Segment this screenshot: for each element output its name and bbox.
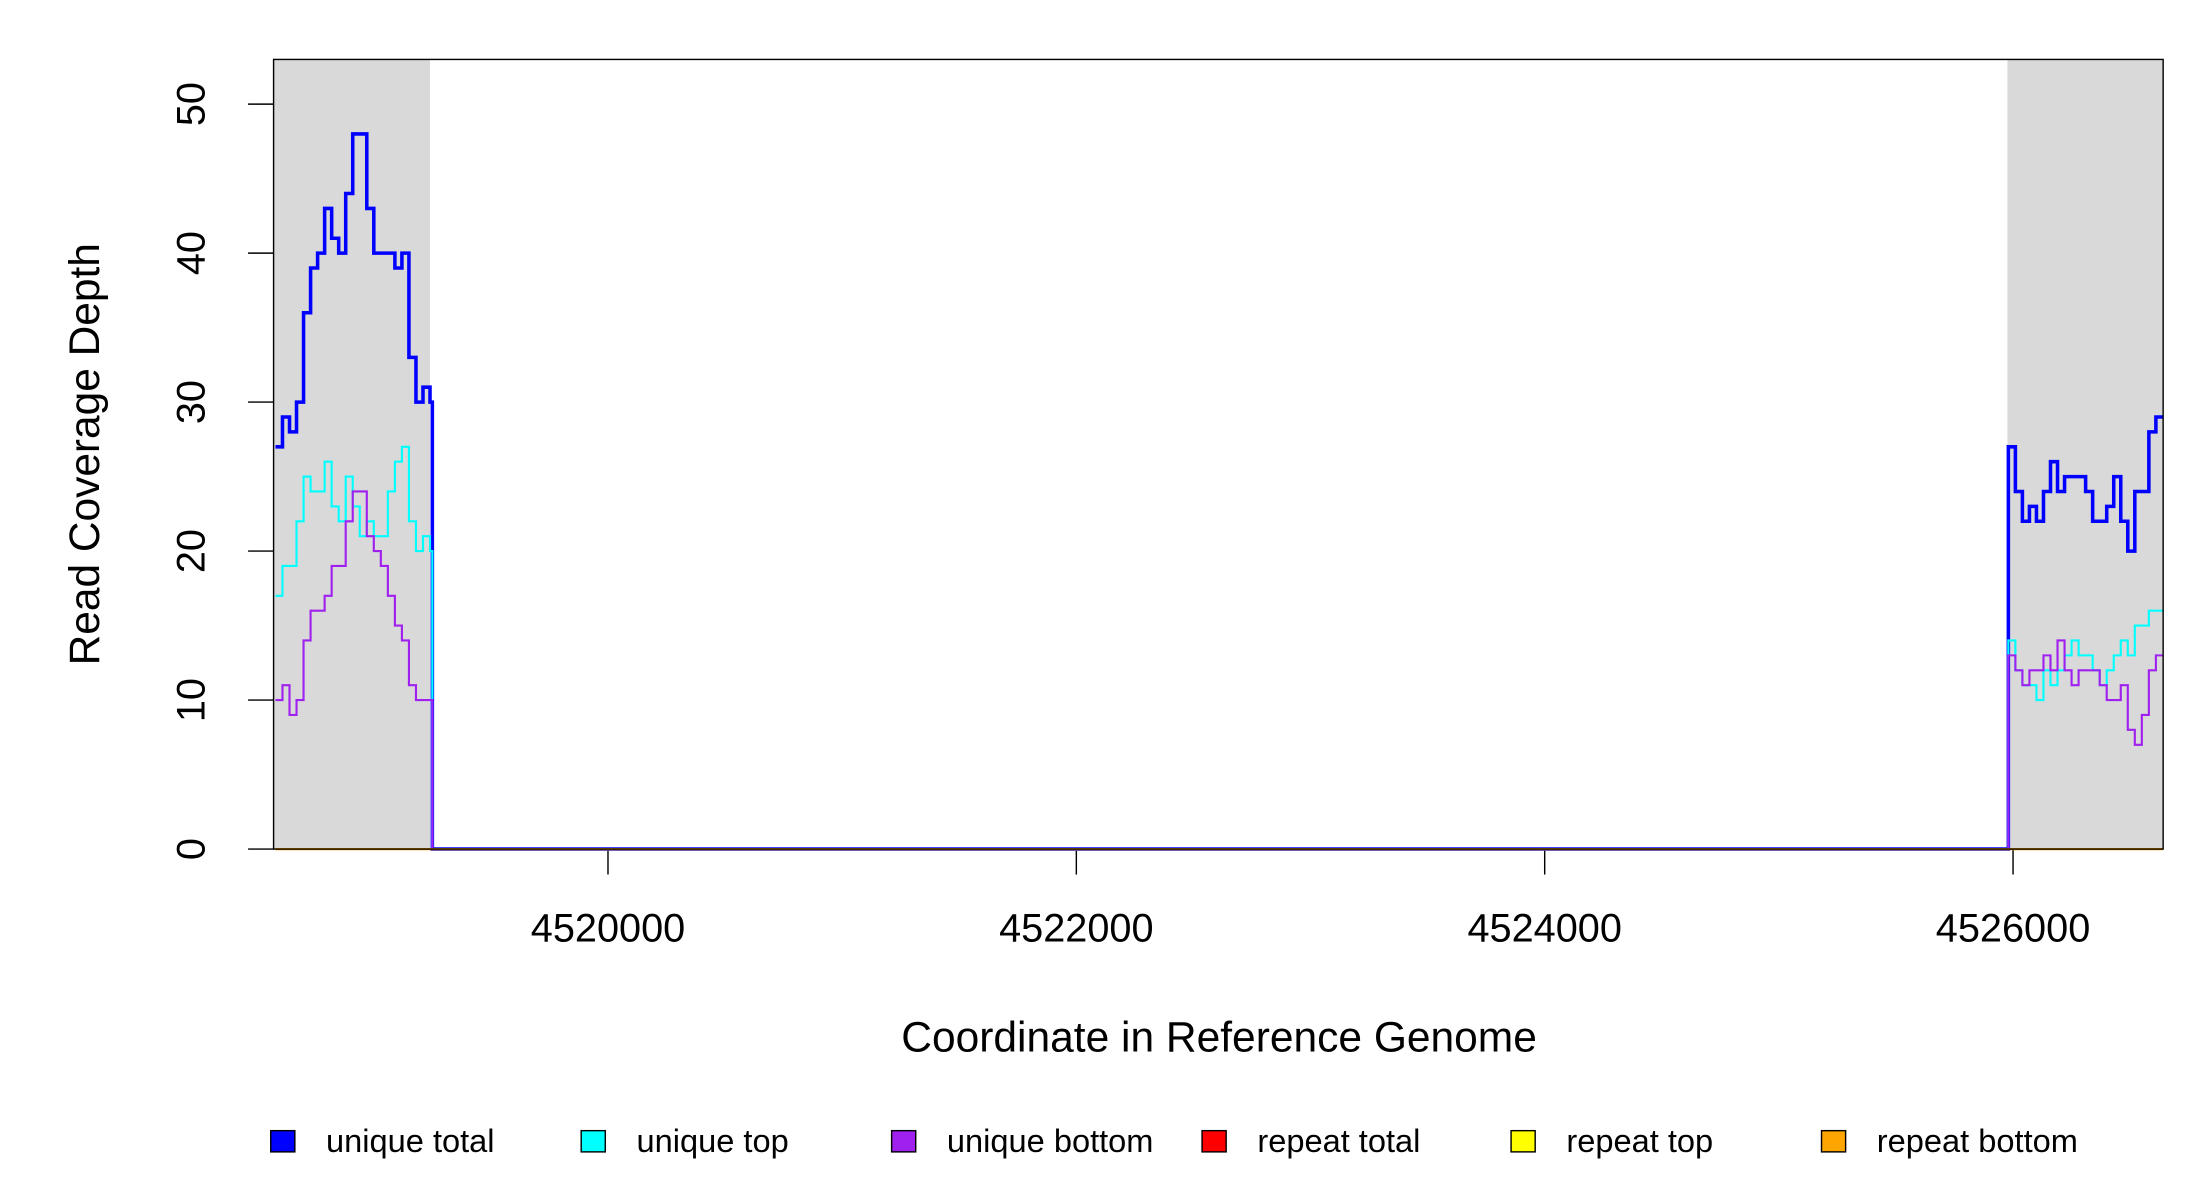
legend-swatch (580, 1129, 606, 1153)
y-tick-label: 50 (170, 82, 214, 126)
y-axis-title: Read Coverage Depth (62, 243, 109, 665)
legend-swatch (1510, 1129, 1536, 1153)
y-tick-label: 0 (170, 838, 214, 860)
series-line (275, 132, 2163, 851)
legend-label: unique top (636, 1123, 788, 1159)
x-tick-label: 4524000 (1467, 907, 1621, 951)
legend-label: unique total (326, 1123, 495, 1159)
legend-swatch (1201, 1129, 1227, 1153)
legend-swatch (890, 1129, 917, 1153)
y-tick-label: 20 (170, 529, 214, 573)
y-tick-label: 30 (170, 380, 214, 424)
shaded-region (2007, 59, 2164, 850)
legend-label: repeat bottom (1877, 1123, 2078, 1159)
legend-swatch (1820, 1129, 1847, 1153)
legend-label: unique bottom (947, 1123, 1154, 1159)
x-tick-label: 4526000 (1936, 907, 2090, 951)
x-tick-label: 4522000 (999, 907, 1153, 951)
y-tick-label: 40 (170, 231, 214, 275)
y-tick-label: 10 (170, 678, 214, 722)
legend-swatch (270, 1129, 296, 1153)
x-axis-title: Coordinate in Reference Genome (901, 1014, 1537, 1061)
legend-label: repeat top (1566, 1123, 1713, 1159)
plot-border (272, 58, 2164, 850)
series-line (275, 490, 2163, 851)
legend-label: repeat total (1257, 1123, 1420, 1159)
series-line (275, 445, 2163, 851)
x-tick-label: 4520000 (531, 907, 685, 951)
